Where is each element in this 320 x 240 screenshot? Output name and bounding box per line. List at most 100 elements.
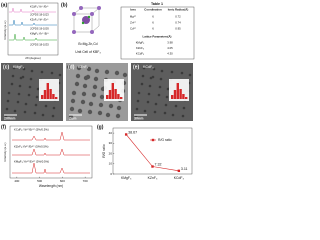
x-tick-label: 700 xyxy=(83,179,88,183)
panel-label: (f) xyxy=(1,124,6,130)
particle xyxy=(135,107,139,111)
panel-label: (e) xyxy=(133,64,139,70)
scale-label: 2um xyxy=(69,116,76,120)
sample-name: KCdF₃ xyxy=(143,65,154,69)
particle xyxy=(27,93,31,97)
particle xyxy=(122,72,128,78)
table-cell: KMgF₃ xyxy=(136,41,145,45)
legend-entry: KZnF₃:Yb³⁺/Er³⁺ xyxy=(30,18,50,22)
table-cell: Zn²⁺ xyxy=(130,21,136,25)
particle xyxy=(13,109,17,113)
tem-row: (c) KMgF₃ 200nm (d) KZnF₃ 2um (e) KCdF₃ 30nm xyxy=(1,63,193,121)
particle xyxy=(74,81,80,87)
panel-label: (b) xyxy=(61,2,68,8)
particle xyxy=(134,115,138,119)
hist-bar xyxy=(179,89,182,99)
xrd-curve xyxy=(9,33,57,41)
particle xyxy=(180,71,184,75)
particle xyxy=(71,90,77,96)
particle xyxy=(7,91,11,95)
panel-label: (c) xyxy=(3,64,9,70)
particle xyxy=(97,110,103,116)
legend-entry: JCPDS 18-1023 xyxy=(30,13,49,17)
hist-bar xyxy=(114,89,117,99)
particle xyxy=(160,69,164,73)
particle xyxy=(40,70,44,74)
particle xyxy=(93,76,99,82)
particle xyxy=(105,112,111,118)
particle xyxy=(132,65,136,69)
table-cell: 6 xyxy=(152,15,154,19)
y-tick-label: 0 xyxy=(110,172,112,176)
table-cell: 3.98 xyxy=(167,41,173,45)
particle xyxy=(16,100,20,104)
particle xyxy=(143,109,147,113)
frame-f xyxy=(9,125,93,179)
particle xyxy=(52,106,56,110)
panel-label: (a) xyxy=(1,2,7,8)
particle xyxy=(28,85,32,89)
particle xyxy=(174,104,178,108)
table-cell: 4.05 xyxy=(167,46,173,50)
particle xyxy=(58,73,62,77)
particle xyxy=(92,84,98,90)
particle xyxy=(94,68,100,74)
table-header: Ionic Radius(Å) xyxy=(168,7,189,12)
hist-bar xyxy=(176,83,179,99)
particle xyxy=(108,103,114,109)
particle xyxy=(171,113,175,117)
hist-bar xyxy=(117,94,120,99)
particle xyxy=(33,111,37,115)
particle xyxy=(66,64,72,70)
particle xyxy=(12,66,16,70)
particle xyxy=(163,111,167,115)
table-cell: Mg²⁺ xyxy=(130,15,137,19)
hist-bar xyxy=(108,90,112,99)
value-label: 7.32 xyxy=(155,162,162,166)
chart: 0 10 20 30 40 R/G ratio KMgF₃ KZnF₃ KCdF₃ 38.67 7.… xyxy=(102,127,193,180)
particle xyxy=(81,91,87,97)
x-ticks: 400 500 600 700 xyxy=(14,176,88,183)
particle xyxy=(75,73,81,79)
particle xyxy=(85,74,91,80)
table-cell: 6 xyxy=(152,27,154,31)
table-title: Table 1 xyxy=(151,2,163,6)
particle xyxy=(69,106,75,112)
particle xyxy=(68,114,74,120)
table: Table 1 Ions Coordination Ionic Radius(Å) M… xyxy=(120,2,195,60)
particle xyxy=(98,102,104,108)
table-subheader: Lattice Parameters(Å) xyxy=(143,34,172,39)
particle xyxy=(114,70,120,76)
y-axis-label: R/G ratio xyxy=(102,144,106,158)
x-tick-label: 500 xyxy=(37,179,42,183)
scale-label: 200nm xyxy=(4,116,15,120)
particle xyxy=(115,113,121,119)
particle xyxy=(30,69,34,73)
unit-cell xyxy=(72,6,101,34)
particle xyxy=(70,98,76,104)
particle xyxy=(23,110,27,114)
particle xyxy=(158,85,162,89)
particle xyxy=(154,102,158,106)
particle xyxy=(157,93,161,97)
plot-frame xyxy=(112,127,193,175)
particle xyxy=(151,75,155,79)
particle xyxy=(91,92,97,98)
particle xyxy=(17,92,21,96)
table-cell: KCdF₃ xyxy=(136,52,144,56)
particle xyxy=(21,75,25,79)
table-header: Coordination xyxy=(144,8,162,12)
particle xyxy=(153,110,157,114)
hist-bar xyxy=(49,89,52,99)
particle xyxy=(86,66,92,72)
y-tick-label: 40 xyxy=(109,131,113,135)
particle xyxy=(142,66,146,70)
sample-name: KMgF₃ xyxy=(13,65,25,69)
hist-bar xyxy=(185,97,188,99)
value-label: 3.11 xyxy=(181,167,188,171)
particle xyxy=(24,102,28,106)
particle xyxy=(164,103,168,107)
xrd-curve xyxy=(9,7,56,13)
hist-bar xyxy=(171,95,174,99)
hist-bar xyxy=(173,90,177,99)
